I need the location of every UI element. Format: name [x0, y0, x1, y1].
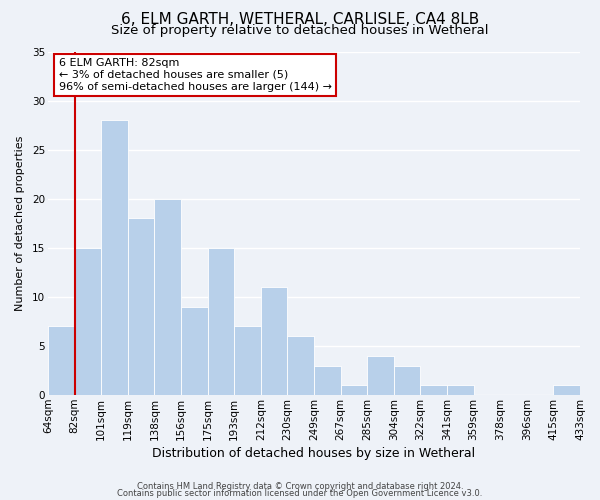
Text: Contains HM Land Registry data © Crown copyright and database right 2024.: Contains HM Land Registry data © Crown c…: [137, 482, 463, 491]
Bar: [48, 326, 74, 395]
Text: Contains public sector information licensed under the Open Government Licence v3: Contains public sector information licen…: [118, 489, 482, 498]
Bar: [287, 336, 314, 395]
Bar: [181, 307, 208, 395]
Bar: [341, 386, 367, 395]
Y-axis label: Number of detached properties: Number of detached properties: [15, 136, 25, 311]
Bar: [208, 248, 234, 395]
X-axis label: Distribution of detached houses by size in Wetheral: Distribution of detached houses by size …: [152, 447, 476, 460]
Bar: [154, 199, 181, 395]
Bar: [367, 356, 394, 395]
Text: 6, ELM GARTH, WETHERAL, CARLISLE, CA4 8LB: 6, ELM GARTH, WETHERAL, CARLISLE, CA4 8L…: [121, 12, 479, 28]
Bar: [74, 248, 101, 395]
Bar: [101, 120, 128, 395]
Bar: [394, 366, 421, 395]
Bar: [553, 386, 580, 395]
Bar: [447, 386, 473, 395]
Bar: [128, 218, 154, 395]
Bar: [261, 287, 287, 395]
Bar: [421, 386, 447, 395]
Bar: [314, 366, 341, 395]
Text: 6 ELM GARTH: 82sqm
← 3% of detached houses are smaller (5)
96% of semi-detached : 6 ELM GARTH: 82sqm ← 3% of detached hous…: [59, 58, 332, 92]
Bar: [234, 326, 261, 395]
Text: Size of property relative to detached houses in Wetheral: Size of property relative to detached ho…: [111, 24, 489, 37]
